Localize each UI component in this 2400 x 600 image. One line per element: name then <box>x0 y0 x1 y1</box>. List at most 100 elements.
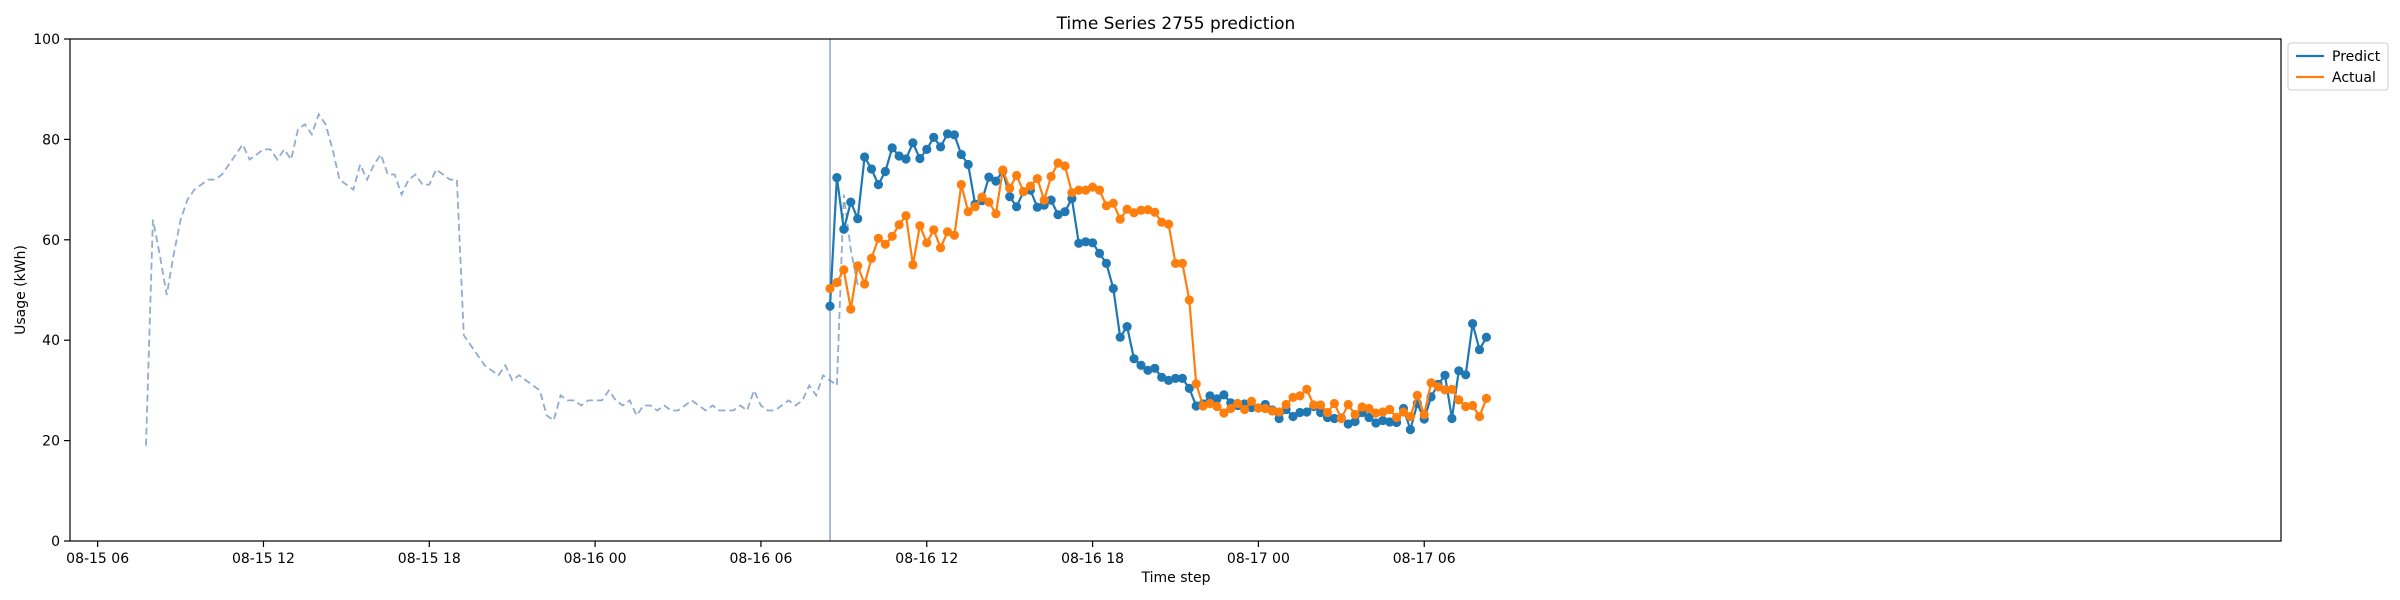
actual-point <box>1226 403 1236 414</box>
x-tick-label: 08-15 06 <box>66 551 129 567</box>
actual-point <box>1364 403 1374 414</box>
y-tick-label: 40 <box>42 333 60 349</box>
actual-point <box>1267 406 1277 416</box>
legend-label-predict: Predict <box>2332 49 2381 65</box>
series-actual <box>825 158 1491 424</box>
actual-point <box>1177 258 1187 268</box>
actual-point <box>1046 171 1056 182</box>
y-tick-label: 100 <box>33 32 60 48</box>
predict-point <box>1316 407 1326 418</box>
predict-point <box>1129 354 1139 364</box>
series-layer <box>825 129 1491 435</box>
predict-point <box>984 172 994 182</box>
actual-point <box>1053 158 1063 168</box>
actual-point <box>1419 409 1429 420</box>
predict-point <box>1329 413 1339 424</box>
predict-point <box>1060 207 1070 217</box>
predict-point <box>908 138 918 148</box>
predict-point <box>1012 202 1022 212</box>
actual-point <box>1122 204 1132 214</box>
legend-label-actual: Actual <box>2332 70 2376 86</box>
actual-point <box>1240 404 1250 415</box>
predict-point <box>1094 248 1105 258</box>
y-tick-label: 80 <box>42 132 60 148</box>
actual-point <box>922 238 932 248</box>
predict-point <box>1295 407 1305 418</box>
actual-point <box>1260 403 1270 414</box>
predict-point <box>1074 238 1084 248</box>
actual-point <box>1447 384 1457 394</box>
actual-point <box>1329 398 1339 409</box>
predict-point <box>1164 375 1174 385</box>
x-tick-label: 08-17 06 <box>1393 551 1456 567</box>
predict-point <box>1184 383 1194 393</box>
actual-point <box>1288 392 1298 402</box>
predict-point <box>942 129 953 139</box>
predict-point <box>1143 365 1153 375</box>
history-layer <box>145 112 865 446</box>
actual-point <box>1309 400 1319 410</box>
actual-point <box>1385 404 1395 415</box>
actual-point <box>1468 400 1478 411</box>
predict-point <box>1088 238 1098 248</box>
predict-point <box>1447 413 1457 424</box>
actual-point <box>1198 401 1208 411</box>
actual-point <box>1067 188 1077 198</box>
predict-point <box>1032 202 1042 212</box>
actual-point <box>894 220 904 230</box>
actual-point <box>1454 395 1464 405</box>
actual-point <box>1115 214 1125 224</box>
actual-point <box>984 197 994 207</box>
actual-point <box>1018 187 1029 197</box>
plot-area-frame <box>69 38 2282 542</box>
x-tick-label: 08-16 00 <box>564 551 627 567</box>
actual-point <box>1274 407 1284 417</box>
actual-point <box>1219 408 1229 418</box>
predict-point <box>1053 210 1063 220</box>
predict-point <box>894 151 904 161</box>
predict-point <box>1385 417 1395 427</box>
predict-point <box>1378 415 1388 426</box>
actual-point <box>832 277 842 288</box>
predict-point <box>922 144 932 154</box>
actual-point <box>991 209 1001 219</box>
predict-point <box>866 164 877 174</box>
predict-point <box>901 154 911 164</box>
legend: Predict Actual <box>2287 42 2389 91</box>
predict-point <box>1150 363 1160 373</box>
actual-point <box>1357 402 1367 412</box>
actual-point <box>936 243 946 253</box>
predict-point <box>873 180 884 190</box>
actual-point <box>1398 407 1409 417</box>
predict-point <box>1212 394 1222 404</box>
actual-point <box>1343 399 1353 410</box>
predict-point <box>963 159 973 170</box>
actual-point <box>825 283 835 294</box>
actual-point <box>1191 379 1201 389</box>
actual-point <box>1474 411 1485 422</box>
actual-point <box>977 192 987 202</box>
y-axis: 0 20 40 60 80 100 <box>33 32 70 550</box>
actual-point <box>880 239 890 249</box>
actual-point <box>1336 413 1346 424</box>
predict-point <box>1205 391 1215 401</box>
history-line <box>145 112 865 446</box>
actual-point <box>1371 408 1381 418</box>
actual-point <box>1433 382 1443 392</box>
y-tick-label: 60 <box>42 233 60 249</box>
x-axis: 08-15 06 08-15 12 08-15 18 08-16 00 08-16 06… <box>66 541 1456 567</box>
actual-point <box>1461 401 1471 412</box>
actual-point <box>1233 398 1243 409</box>
y-axis-label: Usage (kWh) <box>13 245 29 335</box>
predict-point <box>1468 319 1478 329</box>
actual-point <box>1060 161 1070 171</box>
actual-point <box>1157 217 1167 227</box>
predict-point <box>949 130 960 140</box>
actual-point <box>1316 400 1326 410</box>
actual-point <box>1101 201 1111 211</box>
x-tick-label: 08-17 00 <box>1227 551 1290 567</box>
actual-point <box>998 165 1008 175</box>
x-tick-label: 08-15 18 <box>398 551 461 567</box>
actual-point <box>1322 407 1333 418</box>
